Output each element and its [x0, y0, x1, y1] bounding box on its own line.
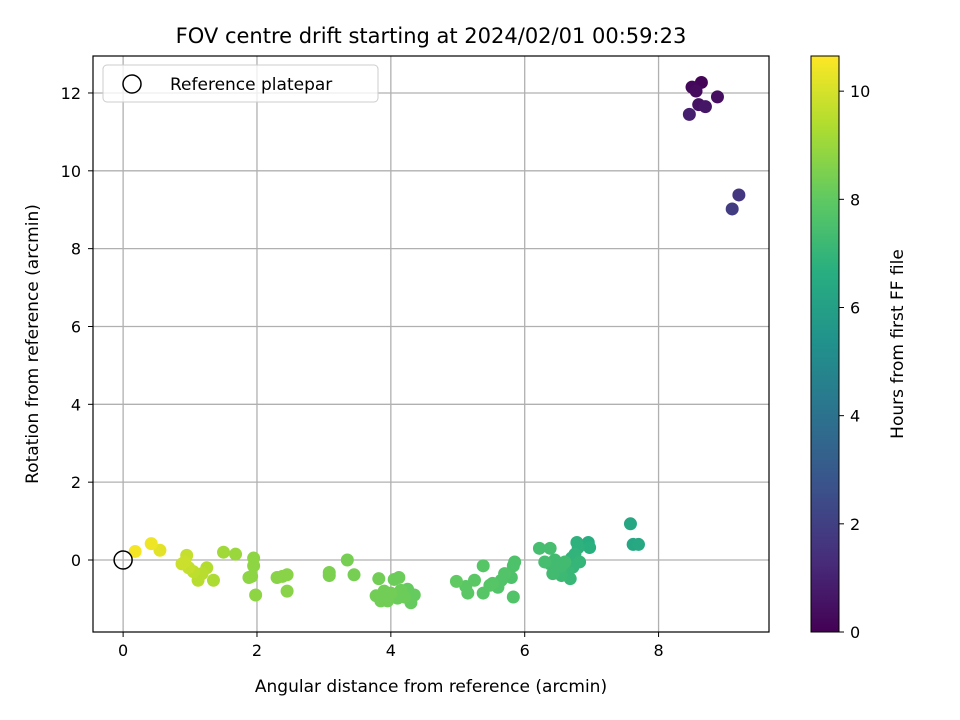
x-tick-label: 0	[118, 641, 128, 660]
data-point	[506, 559, 520, 573]
legend-label: Reference platepar	[170, 75, 332, 95]
data-point	[217, 545, 231, 559]
colorbar-tick-label: 6	[850, 298, 860, 317]
colorbar-label: Hours from first FF file	[888, 249, 908, 439]
legend-box	[102, 64, 379, 103]
data-point	[387, 572, 401, 586]
data-points	[128, 75, 746, 610]
data-point	[682, 107, 696, 121]
data-point	[175, 557, 189, 571]
x-tick-label: 6	[520, 641, 530, 660]
colorbar-tick-label: 4	[850, 407, 860, 426]
x-axis-ticks: 0 2 4 6 8	[118, 632, 664, 660]
legend: Reference platepar	[102, 64, 379, 103]
reference-platepar-marker	[113, 550, 133, 570]
x-axis-label: Angular distance from reference (arcmin)	[255, 677, 607, 697]
y-tick-label: 0	[71, 551, 81, 570]
y-axis-label: Rotation from reference (arcmin)	[23, 204, 43, 484]
data-point	[538, 555, 552, 569]
data-point	[144, 537, 158, 551]
y-tick-label: 8	[71, 240, 81, 259]
reference-marker-group	[113, 550, 133, 570]
colorbar-tick-label: 8	[850, 190, 860, 209]
data-point	[623, 517, 637, 531]
data-point	[558, 555, 572, 569]
y-tick-label: 12	[61, 84, 81, 103]
data-point	[583, 541, 597, 555]
data-point	[340, 553, 354, 567]
colorbar-ticks: 0 2 4 6 8 10	[839, 82, 870, 642]
chart-title: FOV centre drift starting at 2024/02/01 …	[176, 24, 687, 48]
colorbar-tick-label: 2	[850, 515, 860, 534]
data-point	[698, 100, 712, 114]
data-point	[347, 568, 361, 582]
data-point	[206, 573, 220, 587]
data-point	[532, 541, 546, 555]
data-point	[725, 202, 739, 216]
data-point	[270, 571, 284, 585]
colorbar-tick-label: 0	[850, 623, 860, 642]
colorbar-gradient	[811, 56, 839, 632]
data-point	[247, 559, 261, 573]
data-point	[732, 188, 746, 202]
data-point	[229, 547, 243, 561]
x-tick-label: 4	[386, 641, 396, 660]
data-point	[280, 584, 294, 598]
data-point	[242, 571, 256, 585]
y-tick-label: 10	[61, 162, 81, 181]
data-point	[546, 567, 560, 581]
x-tick-label: 2	[252, 641, 262, 660]
legend-marker	[122, 74, 142, 94]
data-point	[506, 590, 520, 604]
y-tick-label: 2	[71, 473, 81, 492]
data-point	[476, 559, 490, 573]
data-point	[128, 544, 142, 558]
data-point	[543, 541, 557, 555]
colorbar-frame	[810, 55, 840, 633]
y-axis-ticks: 0 2 4 6 8 10 12	[61, 84, 93, 570]
grid	[93, 56, 769, 632]
data-point	[249, 588, 263, 602]
x-tick-label: 8	[653, 641, 663, 660]
colorbar: 0 2 4 6 8 10 Hours from first FF file	[810, 55, 908, 642]
data-point	[372, 572, 386, 586]
y-tick-label: 6	[71, 317, 81, 336]
data-point	[710, 90, 724, 104]
data-point	[689, 84, 703, 98]
data-point	[476, 586, 490, 600]
y-tick-label: 4	[71, 395, 81, 414]
colorbar-tick-label: 10	[850, 82, 870, 101]
data-point	[369, 589, 383, 603]
data-point	[631, 537, 645, 551]
data-point	[449, 574, 463, 588]
data-point	[322, 569, 336, 583]
plot-frame	[92, 55, 770, 633]
